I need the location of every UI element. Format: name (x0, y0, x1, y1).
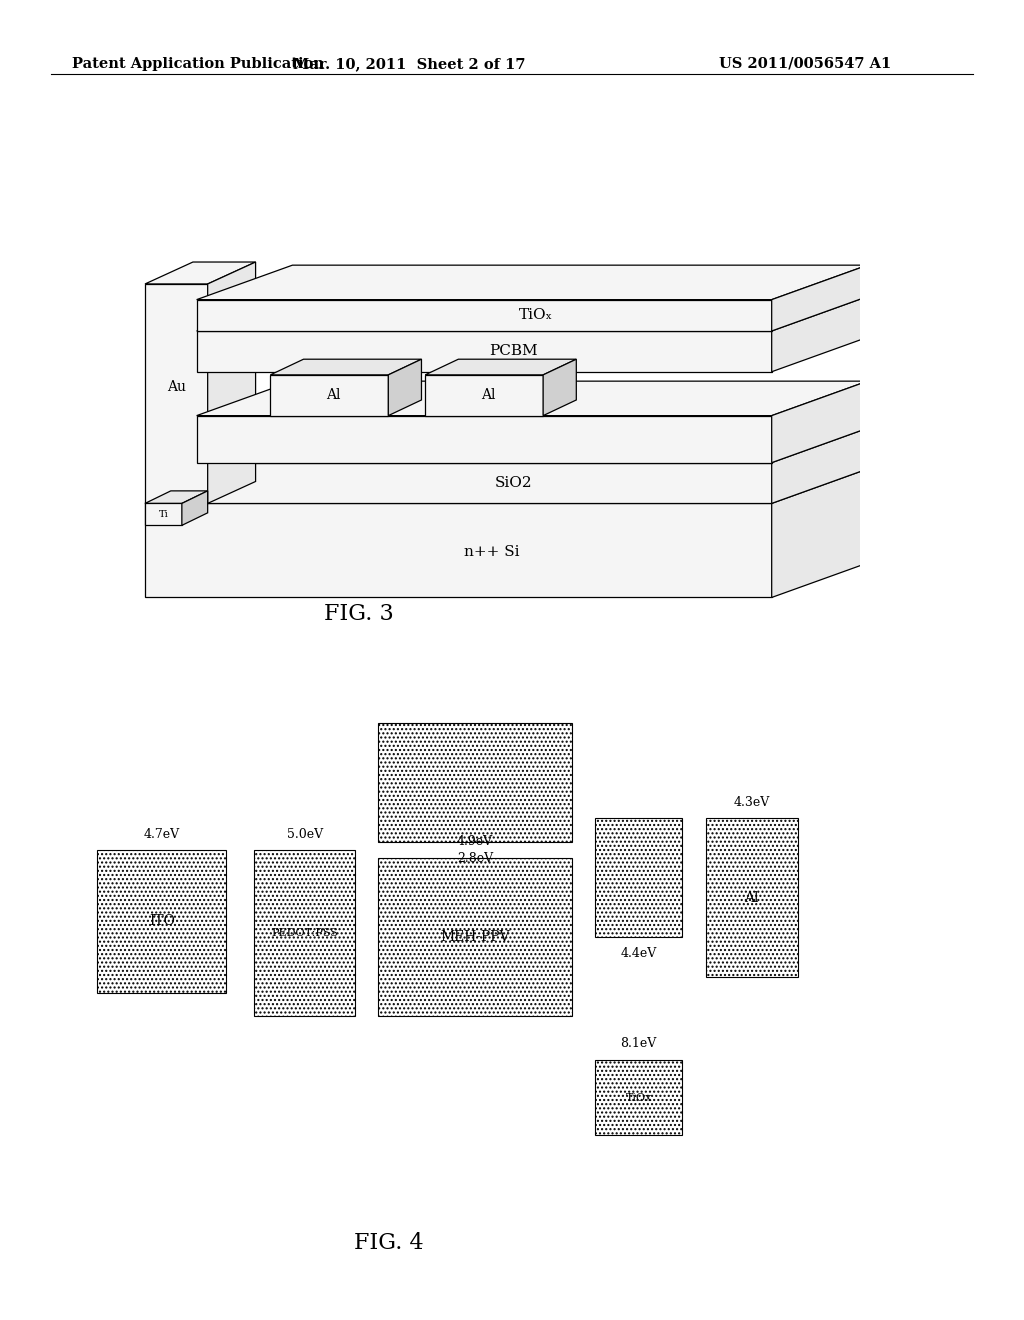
Polygon shape (182, 491, 208, 525)
Polygon shape (197, 428, 867, 462)
Text: 4.4eV: 4.4eV (621, 946, 656, 960)
Text: Al: Al (326, 388, 340, 403)
Polygon shape (197, 416, 772, 462)
Text: n++ Si: n++ Si (464, 545, 519, 558)
Text: TiOₓ: TiOₓ (519, 309, 553, 322)
Polygon shape (772, 297, 867, 372)
Bar (254, 850, 355, 1016)
Text: FIG. 4: FIG. 4 (354, 1233, 424, 1254)
Bar (379, 858, 571, 1016)
Polygon shape (197, 331, 772, 372)
Polygon shape (145, 503, 182, 525)
Polygon shape (197, 381, 867, 416)
Text: TiOx: TiOx (626, 1093, 652, 1102)
Text: PEDOT:PSS: PEDOT:PSS (271, 928, 338, 939)
Text: US 2011/0056547 A1: US 2011/0056547 A1 (719, 57, 891, 71)
Polygon shape (145, 284, 208, 503)
Text: Ti: Ti (160, 511, 169, 519)
Polygon shape (145, 503, 772, 598)
Polygon shape (197, 462, 772, 503)
Polygon shape (270, 359, 422, 375)
Text: Al: Al (480, 388, 495, 403)
Polygon shape (197, 297, 867, 331)
Text: 4.7eV: 4.7eV (143, 828, 180, 841)
Bar (379, 723, 571, 842)
Text: 4.9eV: 4.9eV (457, 836, 494, 849)
Text: Au: Au (167, 380, 186, 395)
Text: Mar. 10, 2011  Sheet 2 of 17: Mar. 10, 2011 Sheet 2 of 17 (293, 57, 526, 71)
Bar (706, 818, 798, 977)
Text: Al: Al (744, 891, 759, 904)
Polygon shape (270, 375, 388, 416)
Polygon shape (388, 359, 422, 416)
Polygon shape (145, 491, 208, 503)
Polygon shape (145, 261, 256, 284)
Polygon shape (197, 300, 772, 331)
Text: 8.1eV: 8.1eV (621, 1038, 656, 1051)
Polygon shape (145, 469, 867, 503)
Text: PCBM: PCBM (489, 345, 538, 358)
Polygon shape (772, 428, 867, 503)
Text: SiO2: SiO2 (495, 475, 532, 490)
Bar (595, 1060, 683, 1135)
Text: ITO: ITO (148, 915, 175, 928)
Text: 4.3eV: 4.3eV (733, 796, 770, 809)
Polygon shape (543, 359, 577, 416)
Bar (97, 850, 226, 993)
Text: 5.0eV: 5.0eV (287, 828, 323, 841)
Polygon shape (772, 265, 867, 331)
Polygon shape (425, 359, 577, 375)
Polygon shape (772, 381, 867, 462)
Polygon shape (425, 375, 543, 416)
Bar (595, 818, 683, 937)
Polygon shape (772, 469, 867, 598)
Text: 2.8eV: 2.8eV (457, 851, 494, 865)
Text: MEH-PPV: MEH-PPV (440, 931, 510, 944)
Polygon shape (197, 265, 867, 300)
Text: Patent Application Publication: Patent Application Publication (72, 57, 324, 71)
Polygon shape (208, 261, 256, 503)
Text: FIG. 3: FIG. 3 (324, 603, 393, 624)
